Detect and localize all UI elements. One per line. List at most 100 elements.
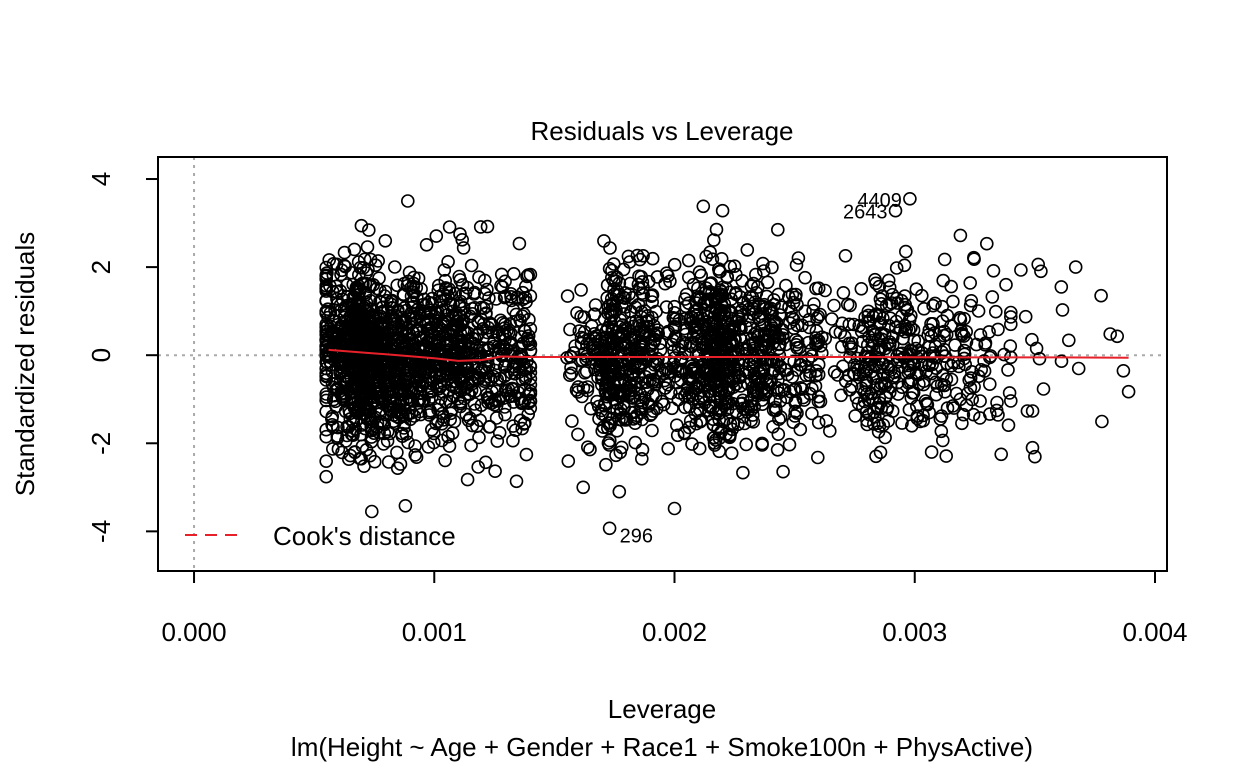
data-point	[645, 295, 660, 309]
data-point	[918, 394, 933, 408]
data-point	[603, 241, 617, 255]
data-point	[747, 367, 762, 381]
data-point	[807, 297, 821, 311]
data-point	[673, 353, 688, 368]
data-point	[759, 289, 774, 304]
data-point	[629, 408, 644, 423]
data-point	[621, 249, 636, 264]
data-point	[772, 412, 786, 427]
data-point	[836, 285, 851, 300]
data-point	[595, 331, 610, 346]
data-point	[348, 370, 363, 385]
data-point	[347, 242, 362, 257]
data-point	[322, 253, 337, 267]
data-point	[776, 464, 790, 479]
data-point	[873, 445, 888, 460]
data-point	[642, 328, 657, 342]
data-point	[728, 377, 743, 392]
data-point	[613, 337, 628, 352]
data-point	[866, 309, 880, 324]
data-point	[716, 324, 731, 339]
data-point	[748, 267, 763, 282]
data-point	[868, 410, 882, 424]
data-point	[827, 298, 841, 313]
data-point	[441, 357, 456, 371]
data-point	[464, 438, 478, 453]
data-point	[1103, 327, 1117, 341]
data-point	[442, 282, 456, 297]
data-point	[895, 380, 909, 395]
data-point	[436, 385, 450, 399]
data-point	[991, 322, 1005, 337]
data-point	[642, 365, 657, 380]
data-point	[483, 372, 498, 387]
data-point	[871, 332, 886, 346]
data-point	[814, 346, 829, 360]
data-point	[979, 236, 994, 251]
data-point	[495, 315, 510, 330]
data-point	[330, 324, 345, 338]
data-point	[361, 373, 375, 388]
data-point	[386, 326, 401, 341]
data-point	[464, 258, 479, 273]
data-point	[482, 420, 497, 434]
data-point	[579, 352, 593, 367]
data-point	[1014, 263, 1028, 277]
data-point	[974, 362, 989, 377]
data-point	[602, 261, 617, 276]
data-point	[1029, 341, 1044, 356]
y-axis: -4 -2 0 2 4	[86, 172, 159, 543]
data-point	[641, 397, 656, 411]
data-point	[705, 252, 720, 267]
data-point	[442, 439, 457, 453]
data-point	[811, 281, 826, 296]
data-point	[398, 498, 413, 513]
data-point	[391, 303, 405, 317]
y-tick-label: 0	[86, 348, 116, 362]
data-point	[374, 300, 389, 315]
data-point	[471, 460, 486, 474]
data-point	[498, 289, 513, 304]
data-point	[360, 240, 375, 254]
data-point	[437, 263, 452, 277]
legend: Cook's distance	[185, 521, 456, 551]
data-point	[982, 325, 996, 339]
data-point	[906, 323, 921, 337]
data-point	[669, 311, 684, 326]
data-point	[360, 337, 374, 352]
data-point	[759, 386, 773, 401]
data-point	[696, 199, 711, 214]
data-point	[626, 319, 640, 334]
data-point	[628, 300, 643, 315]
data-point	[1028, 449, 1042, 464]
data-point	[347, 445, 362, 459]
data-point	[441, 429, 455, 444]
data-point	[402, 327, 417, 341]
data-point	[844, 379, 859, 394]
data-point	[724, 446, 739, 461]
data-point	[454, 338, 469, 352]
data-point	[857, 360, 872, 375]
data-point	[423, 403, 438, 418]
data-point	[689, 416, 704, 431]
data-point	[326, 268, 341, 282]
data-point	[782, 437, 797, 452]
data-point	[692, 441, 707, 456]
data-point	[793, 357, 808, 372]
data-point	[795, 382, 810, 396]
data-point	[708, 368, 723, 383]
data-point	[851, 396, 866, 411]
data-point	[361, 223, 376, 237]
data-point	[560, 289, 575, 303]
data-point	[348, 422, 363, 437]
data-point	[813, 307, 827, 322]
data-point	[400, 194, 415, 208]
data-point	[479, 299, 494, 314]
data-point	[435, 416, 449, 431]
data-point	[667, 501, 682, 516]
data-point	[381, 304, 395, 318]
data-point	[361, 391, 376, 406]
data-point	[897, 258, 912, 273]
data-point	[612, 412, 626, 427]
